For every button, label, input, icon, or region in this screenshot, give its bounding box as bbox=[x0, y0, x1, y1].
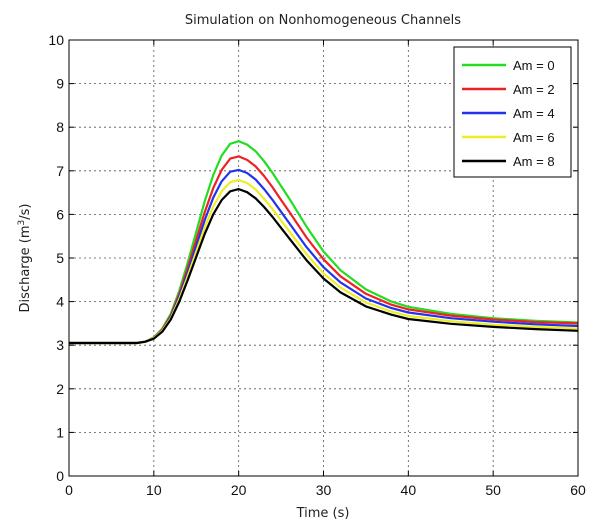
x-tick-label: 40 bbox=[401, 482, 417, 498]
series-line bbox=[69, 188, 579, 345]
x-tick-label: 0 bbox=[65, 482, 73, 498]
x-tick-label: 20 bbox=[231, 482, 247, 498]
legend-entry: Am = 6 bbox=[513, 130, 555, 145]
y-axis-label-main: Discharge (m bbox=[18, 225, 33, 312]
x-tick-label: 10 bbox=[146, 482, 162, 498]
y-tick-label: 8 bbox=[56, 119, 64, 135]
axis-ticks: 0 10 20 30 40 50 60 0 1 2 3 4 5 6 7 8 9 10 bbox=[48, 32, 586, 498]
x-tick-label: 30 bbox=[316, 482, 332, 498]
legend: Am = 0 Am = 2 Am = 4 Am = 6 Am = 8 bbox=[453, 46, 572, 178]
y-axis-label-tail: /s) bbox=[18, 204, 33, 220]
y-tick-label: 7 bbox=[56, 163, 64, 179]
y-tick-label: 3 bbox=[56, 337, 64, 353]
x-axis-label: Time (s) bbox=[296, 506, 350, 521]
series-lines bbox=[69, 140, 579, 345]
y-tick-label: 9 bbox=[56, 76, 64, 92]
y-axis-label: Discharge (m3/s) bbox=[17, 204, 33, 313]
y-tick-label: 5 bbox=[56, 250, 64, 266]
legend-entry: Am = 2 bbox=[513, 82, 555, 97]
legend-entry: Am = 4 bbox=[513, 106, 555, 121]
chart-title: Simulation on Nonhomogeneous Channels bbox=[185, 13, 461, 28]
x-tick-label: 60 bbox=[570, 482, 586, 498]
y-tick-label: 10 bbox=[48, 32, 64, 48]
y-axis-label-superscript: 3 bbox=[17, 220, 27, 226]
legend-entry: Am = 8 bbox=[513, 154, 555, 169]
y-tick-label: 1 bbox=[56, 424, 64, 440]
y-tick-label: 2 bbox=[56, 381, 64, 397]
y-tick-label: 0 bbox=[56, 468, 64, 484]
y-tick-label: 4 bbox=[56, 294, 64, 310]
x-tick-label: 50 bbox=[485, 482, 501, 498]
y-tick-label: 6 bbox=[56, 206, 64, 222]
legend-entry: Am = 0 bbox=[513, 58, 555, 73]
